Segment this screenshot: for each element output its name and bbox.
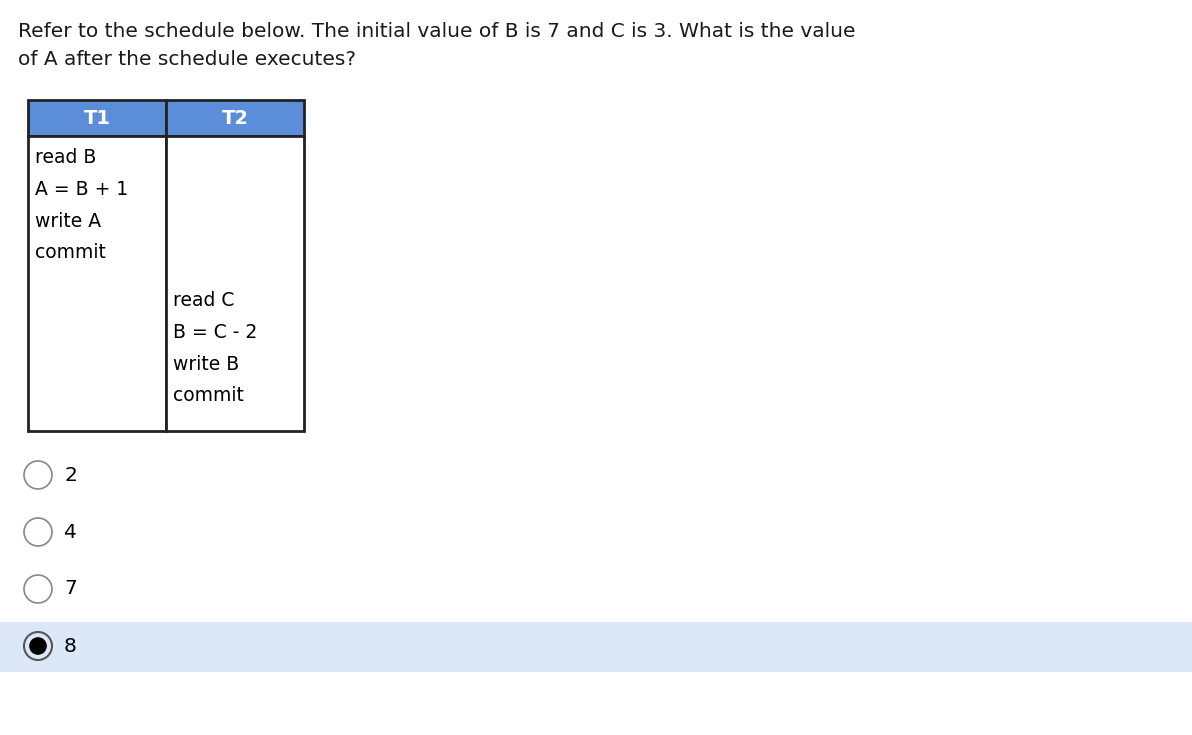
Bar bbox=[166, 100, 304, 136]
Text: 4: 4 bbox=[64, 523, 76, 542]
Text: 8: 8 bbox=[64, 637, 76, 656]
Text: of A after the schedule executes?: of A after the schedule executes? bbox=[18, 50, 356, 69]
Text: 2: 2 bbox=[64, 465, 76, 484]
Bar bbox=[27, 100, 166, 136]
Bar bbox=[27, 136, 166, 431]
Text: Refer to the schedule below. The initial value of B is 7 and C is 3. What is the: Refer to the schedule below. The initial… bbox=[18, 22, 856, 41]
Bar bbox=[166, 136, 304, 431]
Text: T1: T1 bbox=[83, 109, 111, 127]
Bar bbox=[0, 622, 1192, 672]
Circle shape bbox=[30, 638, 46, 654]
Text: read B
A = B + 1
write A
commit: read B A = B + 1 write A commit bbox=[35, 148, 129, 262]
Text: T2: T2 bbox=[222, 109, 248, 127]
Text: 7: 7 bbox=[64, 579, 76, 598]
Text: read C
B = C - 2
write B
commit: read C B = C - 2 write B commit bbox=[173, 291, 257, 405]
